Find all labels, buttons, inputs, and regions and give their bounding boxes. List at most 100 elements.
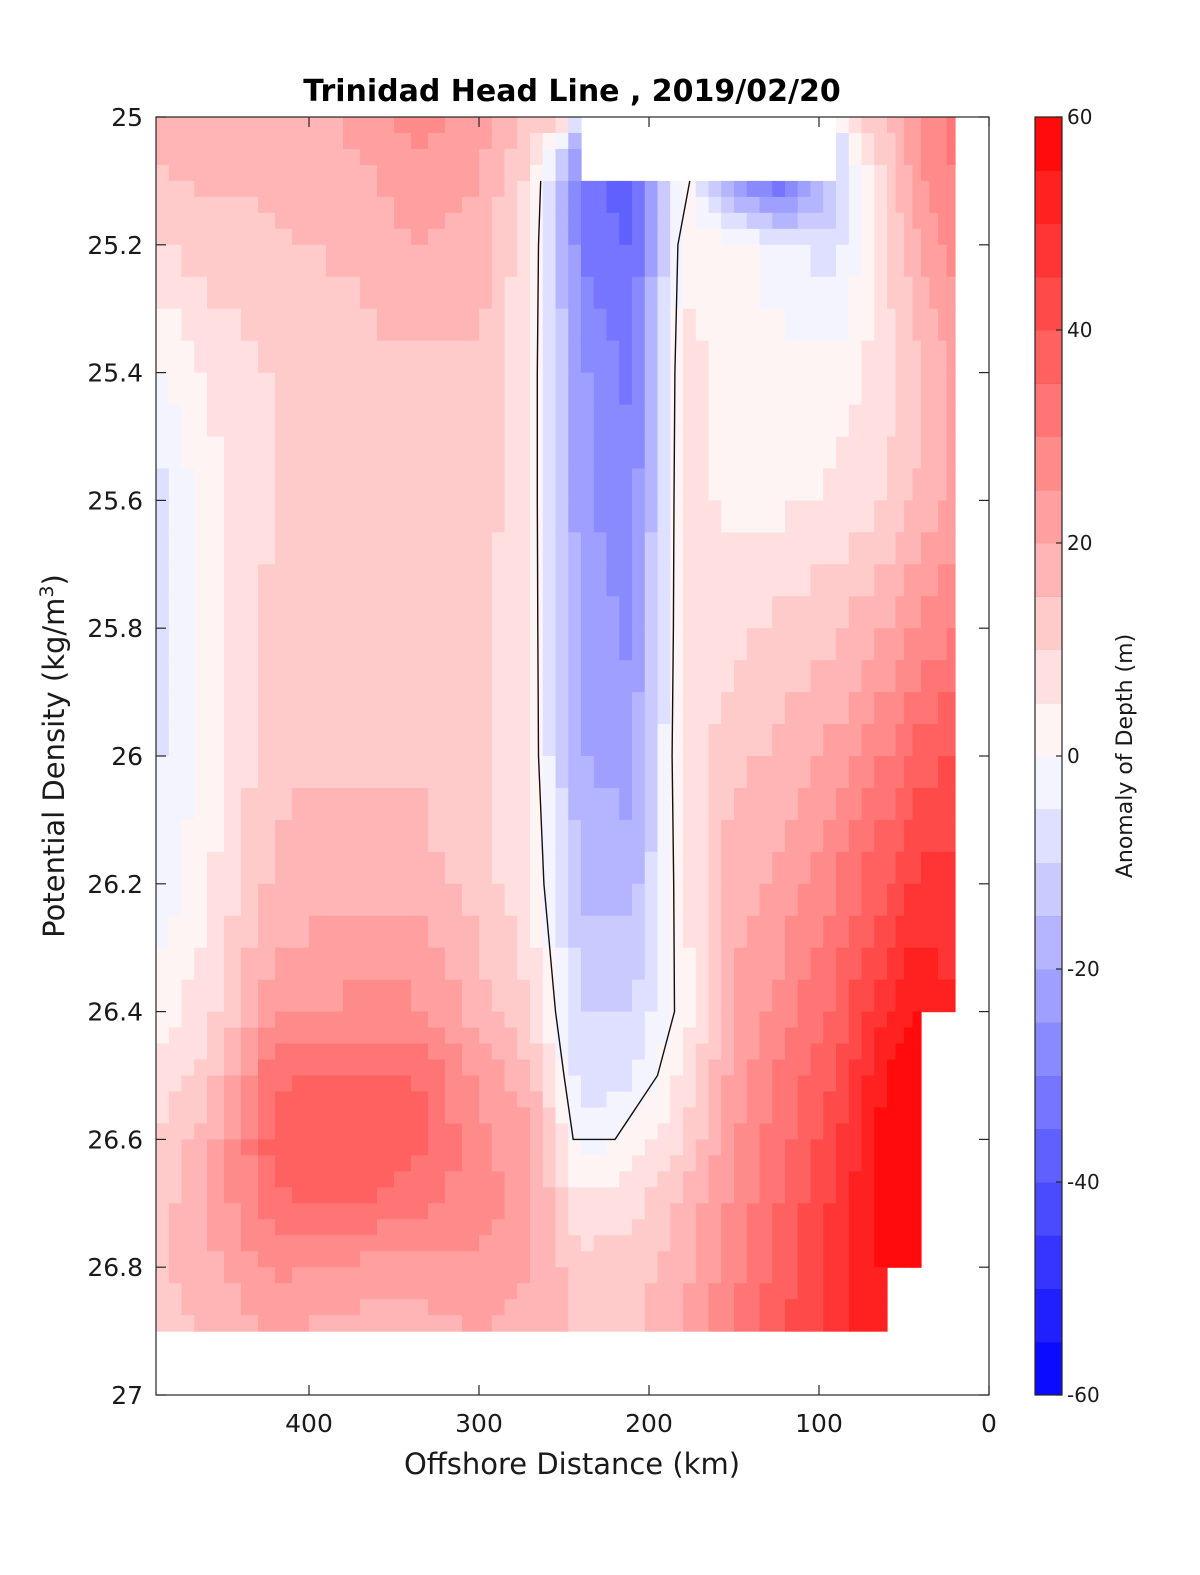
contour-cell — [156, 1043, 170, 1061]
contour-cell — [343, 1139, 361, 1156]
contour-cell — [360, 1011, 378, 1029]
contour-cell — [194, 883, 208, 917]
contour-cell — [568, 244, 582, 278]
contour-cell — [929, 372, 939, 406]
contour-cell — [491, 1139, 506, 1156]
contour-cell — [670, 1235, 684, 1252]
contour-cell — [772, 180, 786, 198]
contour-cell — [887, 1091, 897, 1109]
contour-cell — [619, 1299, 633, 1316]
contour-cell — [657, 1075, 671, 1093]
colorbar-tick-label: 0 — [1067, 744, 1080, 768]
contour-cell — [772, 436, 786, 470]
contour-cell — [181, 132, 195, 150]
contour-cell — [797, 1075, 812, 1093]
contour-cell — [632, 915, 646, 949]
contour-cell — [491, 1043, 506, 1061]
contour-cell — [683, 244, 697, 278]
contour-cell — [836, 1219, 850, 1236]
contour-cell — [810, 436, 824, 470]
contour-cell — [823, 628, 837, 661]
contour-cell — [929, 628, 939, 661]
colorbar-tick-label: 40 — [1067, 318, 1092, 342]
contour-cell — [207, 1299, 225, 1316]
contour-cell — [797, 947, 812, 981]
contour-cell — [462, 117, 480, 134]
contour-cell — [593, 276, 608, 310]
contour-cell — [394, 1059, 412, 1077]
contour-cell — [445, 1235, 463, 1252]
contour-cell — [275, 915, 293, 949]
contour-cell — [428, 915, 446, 949]
contour-cell — [445, 692, 463, 725]
contour-cell — [670, 979, 684, 1013]
contour-cell — [657, 308, 671, 342]
contour-cell — [241, 756, 259, 789]
contour-cell — [326, 1107, 344, 1125]
contour-cell — [530, 1171, 544, 1188]
contour-cell — [581, 1235, 595, 1252]
contour-cell — [644, 596, 659, 629]
contour-cell — [874, 1155, 888, 1172]
contour-cell — [491, 851, 506, 885]
contour-cell — [309, 1123, 327, 1140]
contour-cell — [619, 1027, 633, 1045]
contour-cell — [895, 883, 905, 917]
contour-cell — [657, 1203, 671, 1220]
contour-cell — [606, 228, 620, 246]
contour-cell — [708, 1283, 722, 1300]
contour-cell — [194, 1203, 208, 1220]
contour-cell — [810, 1299, 824, 1316]
contour-cell — [224, 787, 242, 821]
contour-cell — [479, 1267, 493, 1284]
contour-cell — [861, 851, 875, 885]
contour-cell — [683, 340, 697, 374]
contour-cell — [695, 244, 710, 278]
contour-cell — [530, 724, 544, 757]
contour-cell — [491, 340, 506, 374]
contour-cell — [309, 979, 327, 1013]
contour-cell — [156, 1027, 170, 1045]
contour-cell — [657, 228, 671, 246]
contour-cell — [445, 276, 463, 310]
contour-cell — [360, 180, 378, 198]
contour-cell — [156, 372, 170, 406]
contour-cell — [874, 1107, 888, 1125]
contour-cell — [194, 660, 208, 693]
contour-cell — [746, 340, 761, 374]
contour-cell — [504, 724, 518, 757]
contour-cell — [593, 724, 608, 757]
contour-cell — [275, 228, 293, 246]
contour-cell — [581, 724, 595, 757]
contour-cell — [772, 1027, 786, 1045]
contour-cell — [644, 1043, 659, 1061]
contour-cell — [772, 212, 786, 230]
contour-cell — [746, 851, 761, 885]
contour-cell — [904, 1155, 914, 1172]
contour-cell — [606, 436, 620, 470]
contour-cell — [258, 564, 276, 597]
contour-cell — [207, 500, 225, 533]
contour-cell — [848, 724, 863, 757]
contour-cell — [904, 404, 914, 438]
contour-cell — [683, 468, 697, 501]
contour-cell — [292, 692, 310, 725]
contour-cell — [326, 596, 344, 629]
contour-cell — [861, 1155, 875, 1172]
contour-cell — [921, 148, 931, 166]
contour-cell — [309, 1187, 327, 1204]
contour-cell — [657, 915, 671, 949]
contour-cell — [377, 1235, 395, 1252]
contour-cell — [895, 724, 905, 757]
contour-cell — [542, 915, 557, 949]
contour-cell — [912, 628, 922, 661]
contour-cell — [848, 1235, 863, 1252]
contour-cell — [823, 596, 837, 629]
contour-cell — [823, 915, 837, 949]
contour-cell — [181, 532, 195, 565]
contour-cell — [946, 244, 956, 278]
contour-cell — [156, 915, 170, 949]
contour-cell — [258, 1299, 276, 1316]
contour-cell — [394, 436, 412, 470]
contour-cell — [275, 692, 293, 725]
